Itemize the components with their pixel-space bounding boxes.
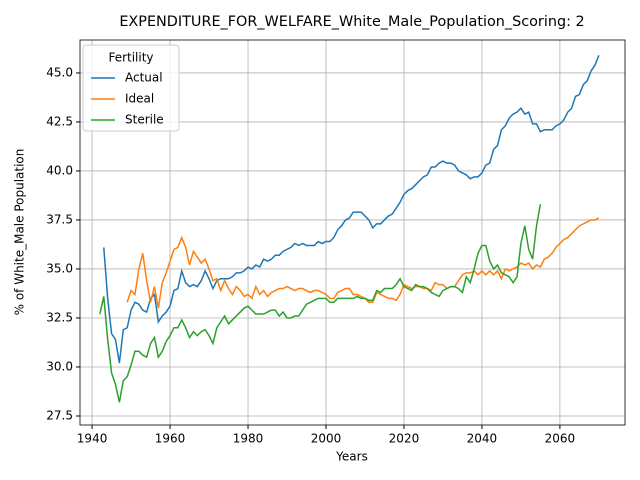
plot-frame (79, 39, 626, 426)
y-tick-label: 30.0 (46, 359, 73, 373)
y-tick-label: 35.0 (46, 261, 73, 275)
y-tick-label: 45.0 (46, 65, 73, 79)
y-tick-label: 40.0 (46, 163, 73, 177)
chart-title: EXPENDITURE_FOR_WELFARE_White_Male_Popul… (119, 14, 584, 30)
legend-title: Fertility (108, 51, 153, 65)
series-line (103, 55, 600, 364)
x-tick-label: 2060 (545, 432, 576, 446)
x-tick-label: 2020 (389, 432, 420, 446)
y-tick-label: 37.5 (46, 212, 73, 226)
y-tick-label: 42.5 (46, 114, 73, 128)
x-tick-label: 1980 (233, 432, 264, 446)
series-line (99, 204, 542, 403)
series-line (126, 217, 600, 309)
legend: Fertility Actual Ideal Sterile (82, 44, 180, 132)
legend-label: Sterile (125, 113, 164, 127)
x-axis-label: Years (335, 450, 368, 464)
legend-box (82, 44, 180, 132)
x-tick-label: 2000 (311, 432, 342, 446)
y-tick-label: 27.5 (46, 408, 73, 422)
y-axis-label: % of White_Male Population (13, 149, 27, 316)
legend-label: Actual (125, 71, 163, 85)
legend-label: Ideal (125, 92, 154, 106)
x-tick-label: 2040 (467, 432, 498, 446)
x-tick-label: 1940 (77, 432, 108, 446)
y-tick-label: 32.5 (46, 310, 73, 324)
x-tick-label: 1960 (155, 432, 186, 446)
